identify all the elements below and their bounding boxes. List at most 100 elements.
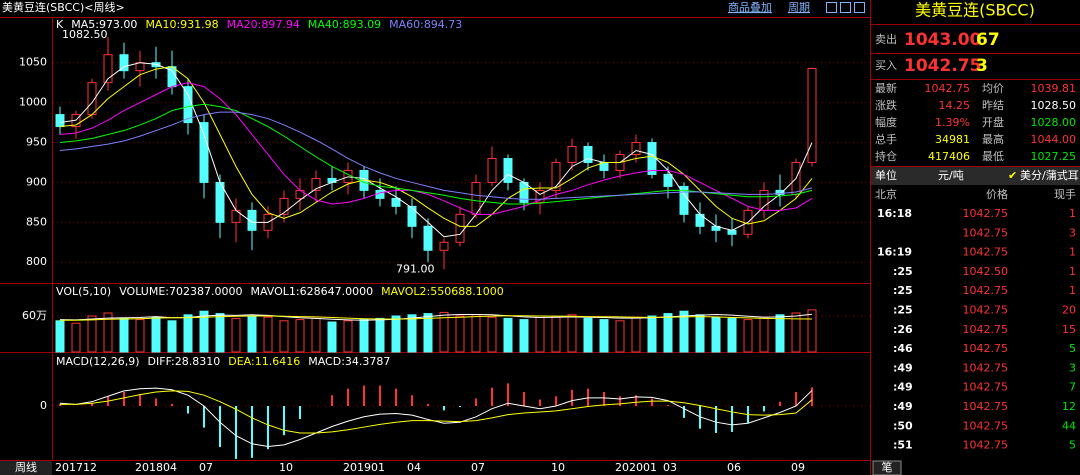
candle-body — [119, 54, 129, 72]
trade-time: :50 — [893, 419, 913, 432]
trade-time: :49 — [893, 381, 913, 394]
volume-bar — [55, 320, 65, 353]
stat-label: 幅度 — [875, 115, 897, 129]
stat-value: 34981 — [935, 133, 970, 146]
candle-body — [807, 67, 817, 163]
volume-bar — [727, 317, 737, 353]
series-line — [60, 315, 813, 321]
period-link[interactable]: 周期 — [788, 1, 810, 14]
volume-bar — [247, 315, 257, 353]
trade-qty: 1 — [1069, 284, 1076, 297]
legend-entry: DEA:11.6416 — [228, 355, 300, 368]
volume-bar — [487, 316, 497, 353]
legend-entry: MACD:34.3787 — [308, 355, 390, 368]
unit-option[interactable]: 美分/蒲式耳 — [1020, 168, 1079, 182]
trade-time: :49 — [893, 400, 913, 413]
trade-time: 16:19 — [877, 246, 912, 259]
tab[interactable] — [872, 460, 902, 475]
legend-entry: MA60:894.73 — [389, 18, 462, 31]
bid-price: 1042.75 — [904, 56, 981, 76]
volume-bar — [135, 319, 145, 353]
trade-qty: 1 — [1069, 265, 1076, 278]
candle-body — [679, 185, 689, 215]
volume-bar — [343, 320, 353, 353]
icon-button[interactable] — [854, 2, 865, 13]
candle-body — [439, 241, 449, 251]
candle-body — [199, 122, 209, 183]
x-tick-label: 201804 — [135, 461, 177, 474]
overlay-link[interactable]: 商品叠加 — [728, 0, 772, 14]
stat-value: 14.25 — [939, 99, 971, 112]
candle-body — [647, 142, 657, 175]
trade-price: 1042.75 — [963, 246, 1009, 259]
ask-label: 卖出 — [875, 32, 897, 46]
candle-body — [279, 197, 289, 215]
trade-price: 1042.75 — [963, 342, 1009, 355]
volume-bar — [695, 314, 705, 353]
volume-bar — [759, 316, 769, 353]
volume-bar — [679, 310, 689, 353]
x-tick-label: 202001 — [615, 461, 657, 474]
volume-bar — [807, 309, 817, 353]
x-tick-label: 09 — [791, 461, 805, 474]
trade-price: 1042.75 — [963, 439, 1009, 452]
legend-entry: MA10:931.98 — [145, 18, 218, 31]
series-line — [60, 390, 813, 434]
volume-bar — [775, 314, 785, 353]
volume-bar — [503, 317, 513, 353]
candle-body — [215, 181, 225, 223]
stat-value: 1044.00 — [1031, 133, 1077, 146]
y-tick-label: 0 — [40, 399, 47, 412]
candle-body — [759, 189, 769, 211]
volume-bar — [535, 315, 545, 353]
candle-body — [55, 114, 65, 128]
x-tick-label: 06 — [727, 461, 741, 474]
y-tick-label: 1000 — [19, 96, 47, 109]
icon-button[interactable] — [840, 2, 851, 13]
volume-bar — [359, 319, 369, 353]
trade-qty: 3 — [1069, 361, 1076, 374]
stat-value: 1039.81 — [1031, 82, 1077, 95]
trade-time: :26 — [893, 323, 913, 336]
series-line — [59, 387, 813, 448]
icon-button[interactable] — [826, 2, 837, 13]
trade-price: 1042.75 — [963, 381, 1009, 394]
trade-time: :49 — [893, 361, 913, 374]
chart-title: 美黄豆连(SBCC)<周线> — [2, 0, 125, 14]
volume-bar — [615, 320, 625, 353]
stat-label: 昨结 — [982, 99, 1004, 112]
stat-label: 涨跌 — [875, 98, 897, 112]
trade-qty: 1 — [1069, 207, 1076, 220]
legend-entry: VOL(5,10) — [56, 285, 111, 298]
stat-label: 持仓 — [875, 149, 897, 163]
volume-bar — [791, 312, 801, 353]
tab-label[interactable]: 笔 — [882, 460, 893, 474]
volume-bar — [519, 319, 529, 353]
trade-price: 1042.75 — [963, 284, 1009, 297]
volume-bar — [743, 319, 753, 353]
y-tick-label: 60万 — [22, 309, 47, 322]
trade-time: :46 — [893, 342, 913, 355]
series-line — [59, 62, 813, 238]
trade-price: 1042.75 — [963, 226, 1009, 239]
unit-option[interactable]: 元/吨 — [938, 169, 964, 182]
candle-body — [103, 54, 113, 84]
trade-qty: 44 — [1062, 419, 1076, 432]
volume-bar — [103, 312, 113, 353]
legend-entry: MA20:897.94 — [227, 18, 300, 31]
y-tick-label: 900 — [26, 175, 47, 188]
volume-bar — [327, 321, 337, 353]
trade-time: 16:18 — [877, 207, 912, 220]
x-axis-label: 周线 — [15, 460, 37, 474]
volume-bar — [199, 310, 209, 353]
volume-bar — [567, 314, 577, 353]
x-tick-label: 10 — [279, 461, 293, 474]
volume-bar — [311, 317, 321, 353]
volume-bar — [711, 316, 721, 353]
volume-bar — [215, 313, 225, 353]
x-tick-label: 10 — [551, 461, 565, 474]
trade-price: 1042.75 — [963, 323, 1009, 336]
legend-entry: K — [56, 18, 64, 31]
trade-qty: 20 — [1062, 304, 1076, 317]
volume-bar — [455, 315, 465, 353]
